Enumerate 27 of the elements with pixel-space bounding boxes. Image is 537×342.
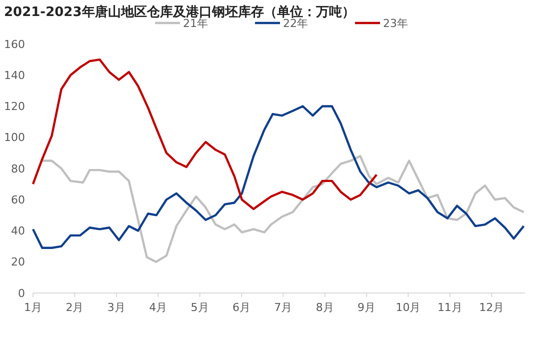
x-tick-label: 7月 bbox=[274, 301, 292, 314]
y-tick-label: 100 bbox=[4, 131, 25, 144]
x-tick-label: 1月 bbox=[24, 301, 42, 314]
y-tick-label: 60 bbox=[11, 193, 25, 206]
y-tick-label: 40 bbox=[11, 224, 25, 238]
y-tick-label: 20 bbox=[11, 256, 25, 269]
x-tick-label: 5月 bbox=[190, 301, 209, 314]
y-tick-label: 160 bbox=[4, 38, 25, 51]
x-tick-label: 9月 bbox=[358, 301, 376, 314]
x-tick-label: 4月 bbox=[149, 301, 168, 314]
x-tick-label: 8月 bbox=[316, 301, 334, 314]
x-tick-label: 10月 bbox=[396, 301, 421, 314]
x-tick-label: 11月 bbox=[437, 301, 462, 314]
legend-label: 21年 bbox=[183, 17, 208, 30]
line-series bbox=[41, 154, 525, 263]
legend-label: 23年 bbox=[383, 17, 408, 30]
x-tick-label: 3月 bbox=[107, 301, 126, 314]
y-tick-label: 120 bbox=[4, 100, 25, 114]
line-series bbox=[32, 105, 525, 249]
x-tick-label: 2月 bbox=[66, 301, 84, 314]
y-tick-label: 80 bbox=[11, 162, 25, 176]
y-tick-label: 0 bbox=[18, 286, 25, 300]
x-tick-label: 12月 bbox=[479, 301, 504, 314]
x-tick-label: 6月 bbox=[232, 301, 250, 314]
y-tick-label: 140 bbox=[4, 68, 25, 82]
legend-label: 22年 bbox=[283, 17, 308, 30]
line-series bbox=[32, 58, 378, 210]
